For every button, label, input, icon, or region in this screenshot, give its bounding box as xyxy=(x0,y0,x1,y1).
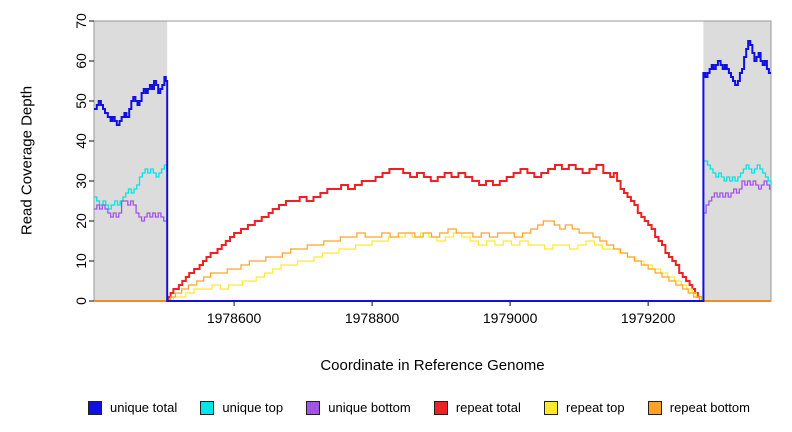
legend-item-unique-top: unique top xyxy=(200,400,283,415)
y-tick-label: 0 xyxy=(73,297,89,305)
x-tick-label: 1978800 xyxy=(345,310,400,326)
x-tick-label: 1979200 xyxy=(621,310,676,326)
y-tick-label: 20 xyxy=(73,213,89,229)
y-tick-label: 10 xyxy=(73,253,89,269)
legend-swatch xyxy=(544,400,559,415)
legend-item-repeat-bottom: repeat bottom xyxy=(647,400,750,415)
legend-item-repeat-total: repeat total xyxy=(433,400,521,415)
plot-border xyxy=(93,20,772,302)
y-tick-label: 30 xyxy=(73,173,89,189)
shaded-region xyxy=(94,21,168,301)
y-axis-title: Read Coverage Depth xyxy=(18,85,36,236)
y-tick-label: 50 xyxy=(73,93,89,109)
y-tick-label: 40 xyxy=(73,133,89,149)
legend-swatch xyxy=(647,400,662,415)
legend-label: repeat total xyxy=(455,400,521,415)
legend-label: repeat top xyxy=(566,400,625,415)
chart-legend: unique total unique top unique bottom re… xyxy=(88,400,750,415)
x-axis-title: Coordinate in Reference Genome xyxy=(320,357,545,374)
series-line-unique-bottom xyxy=(94,180,771,302)
y-tick-label: 70 xyxy=(73,13,89,29)
legend-item-unique-total: unique total xyxy=(88,400,177,415)
legend-label: repeat bottom xyxy=(669,400,750,415)
legend-item-unique-bottom: unique bottom xyxy=(306,400,411,415)
coverage-chart: 1978600 1978800 1979000 1979200 0 10 20 30 40 50 6… xyxy=(73,13,772,326)
x-tick-label: 1979000 xyxy=(483,310,538,326)
legend-swatch xyxy=(200,400,215,415)
x-tick-label: 1978600 xyxy=(207,310,262,326)
legend-label: unique bottom xyxy=(328,400,411,415)
y-tick-label: 60 xyxy=(73,53,89,69)
legend-swatch xyxy=(88,400,102,415)
legend-label: unique top xyxy=(222,400,284,415)
legend-swatch xyxy=(433,400,448,415)
legend-label: unique total xyxy=(110,400,178,415)
legend-swatch xyxy=(306,400,321,415)
series-line-unique-total xyxy=(94,40,771,302)
legend-item-repeat-top: repeat top xyxy=(544,400,625,415)
series-line-repeat-bottom xyxy=(94,220,771,302)
shaded-region xyxy=(703,21,771,301)
series-line-repeat-top xyxy=(94,232,771,302)
series-line-repeat-total xyxy=(94,164,771,302)
